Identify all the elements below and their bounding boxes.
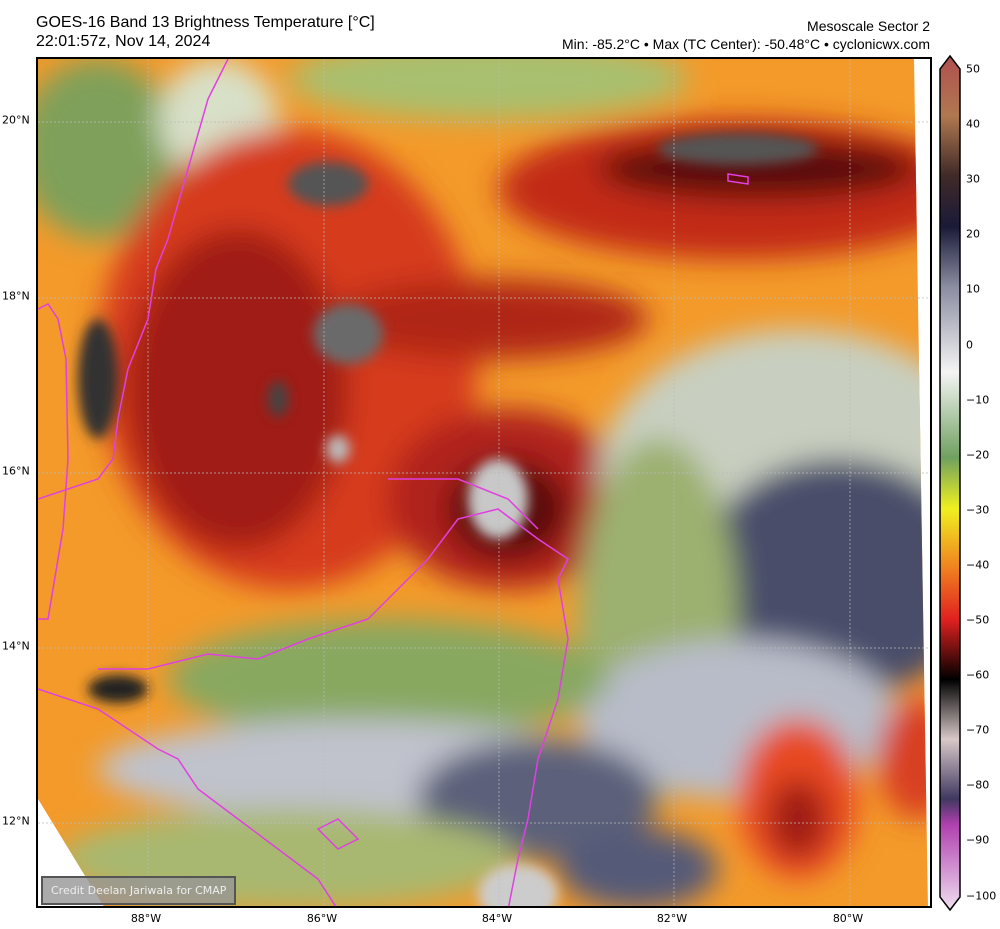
colorbar-tick-label: 40 (966, 117, 980, 131)
colorbar-tick-label: 10 (966, 282, 980, 296)
colorbar-tick-label: −60 (966, 668, 990, 682)
colorbar-tick-label: −100 (966, 889, 997, 902)
lat-label-20n: 20°N (2, 113, 30, 127)
lon-label-82w: 82°W (656, 912, 688, 925)
lat-label-16n: 16°N (2, 464, 30, 478)
stats-line: Min: -85.2°C • Max (TC Center): -50.48°C… (562, 36, 930, 52)
sector-info: Mesoscale Sector 2 Min: -85.2°C • Max (T… (562, 17, 930, 53)
timestamp: 22:01:57z, Nov 14, 2024 (36, 33, 211, 50)
lat-label-12n: 12°N (2, 814, 30, 828)
credit-watermark: Credit Deelan Jariwala for CMAP (41, 876, 237, 905)
title-block: GOES-16 Band 13 Brightness Temperature [… (36, 13, 375, 51)
colorbar-tick-label: 20 (966, 227, 980, 241)
colorbar-tick-label: −10 (966, 393, 990, 407)
colorbar-tick-label: 30 (966, 172, 980, 186)
colorbar-tick-label: −70 (966, 723, 990, 737)
lon-label-86w: 86°W (306, 912, 338, 925)
satellite-map[interactable]: Credit Deelan Jariwala for CMAP (36, 57, 932, 908)
colorbar-tick-label: −80 (966, 778, 990, 792)
colorbar-tick-label: −30 (966, 503, 990, 517)
product-title: GOES-16 Band 13 Brightness Temperature [… (36, 14, 375, 31)
lon-label-80w: 80°W (832, 912, 864, 925)
lat-label-14n: 14°N (2, 639, 30, 653)
colorbar-tick-label: −20 (966, 448, 990, 462)
colorbar-tick-label: −90 (966, 833, 990, 847)
satellite-imagery (38, 59, 930, 906)
lon-label-84w: 84°W (481, 912, 513, 925)
lat-label-18n: 18°N (2, 289, 30, 303)
colorbar (939, 54, 961, 912)
colorbar-tick-label: −40 (966, 558, 990, 572)
colorbar-tick-label: 50 (966, 62, 980, 76)
sector-name: Mesoscale Sector 2 (807, 18, 930, 34)
lon-label-88w: 88°W (130, 912, 162, 925)
coastlines (38, 59, 749, 906)
graticule (38, 59, 930, 906)
colorbar-tick-label: −50 (966, 613, 990, 627)
colorbar-tick-label: 0 (966, 338, 973, 351)
